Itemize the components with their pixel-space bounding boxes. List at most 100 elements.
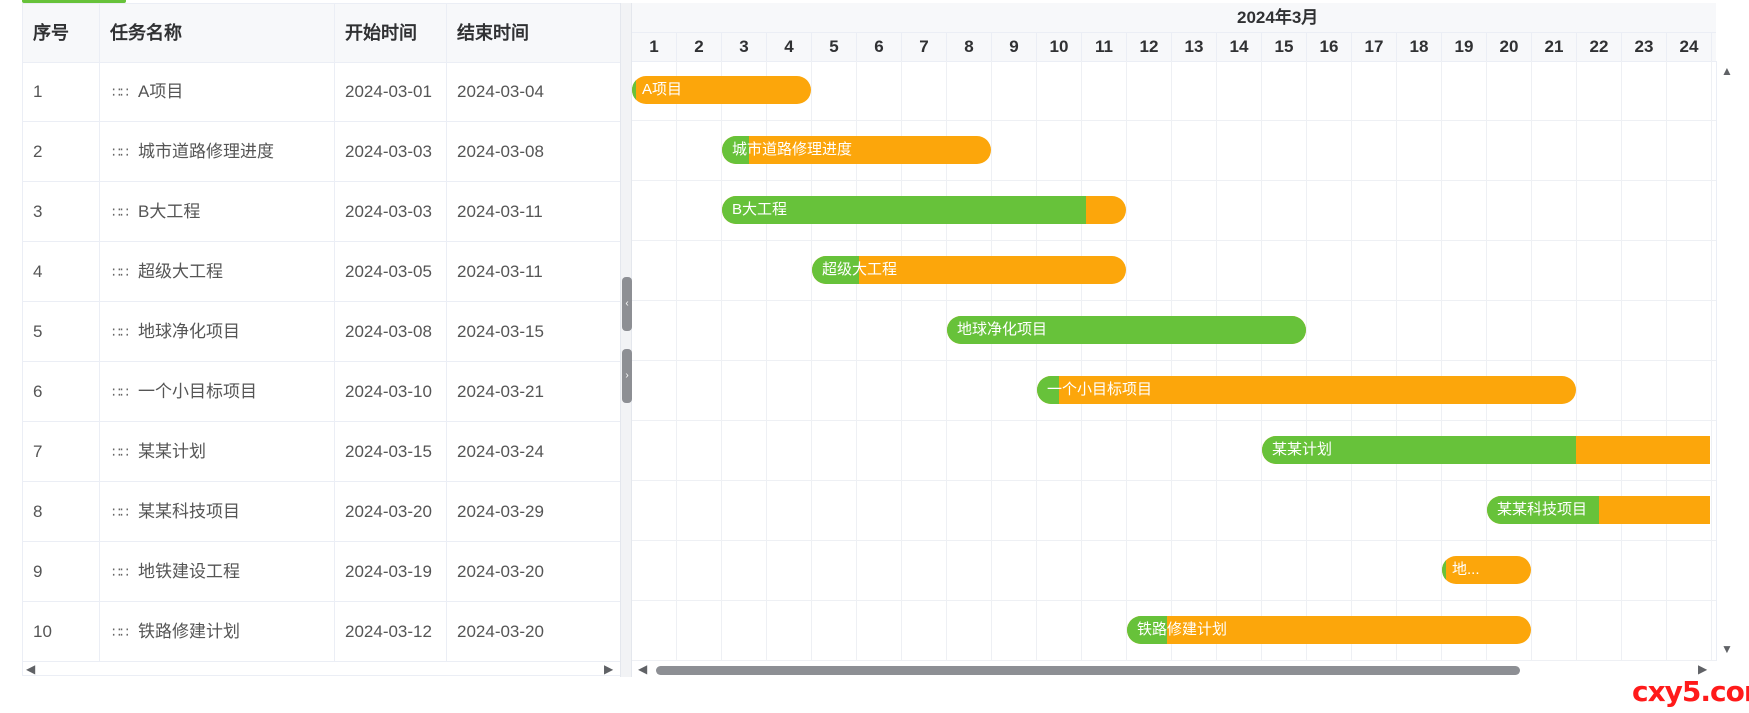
scroll-right-arrow-icon[interactable]: ▶: [604, 662, 614, 676]
row-end-time: 2024-03-24: [457, 442, 544, 461]
grid-column-line: [721, 61, 722, 661]
grid-column-line: [1441, 61, 1442, 661]
row-start-time: 2024-03-12: [335, 602, 447, 661]
gantt-chart: 2024年3月 1 2 3 4 5 6 7 8 9 10 11 12 13 14 15 16 17 18 19 20 2…: [632, 3, 1716, 677]
header-task-name[interactable]: 任务名称: [100, 4, 335, 62]
task-bar-label: A项目: [642, 81, 683, 98]
header-index[interactable]: 序号: [23, 4, 100, 62]
panel-splitter[interactable]: ‹ ›: [620, 3, 632, 677]
table-row[interactable]: 8 ∷∷ 某某科技项目 2024-03-20 2024-03-29: [23, 482, 621, 542]
grid-column-line: [1036, 61, 1037, 661]
task-bar[interactable]: 某某计划: [1262, 436, 1710, 464]
scroll-left-arrow-icon[interactable]: ◀: [26, 662, 36, 676]
drag-handle-icon[interactable]: ∷∷: [112, 84, 129, 100]
drag-handle-icon[interactable]: ∷∷: [112, 324, 129, 340]
drag-handle-icon[interactable]: ∷∷: [112, 504, 129, 520]
table-horizontal-scrollbar[interactable]: ◀ ▶: [22, 661, 620, 677]
scrollbar-thumb[interactable]: [656, 666, 1520, 675]
task-bar-progress: [1037, 376, 1059, 404]
task-bar[interactable]: 地...: [1442, 556, 1531, 584]
grid-row-line: [632, 360, 1716, 361]
row-task-name: ∷∷ 超级大工程: [100, 242, 335, 301]
row-start-time: 2024-03-05: [335, 242, 447, 301]
header-end-time[interactable]: 结束时间: [457, 23, 529, 43]
row-start-time: 2024-03-20: [335, 482, 447, 541]
header-start-time[interactable]: 开始时间: [335, 4, 447, 62]
drag-handle-icon[interactable]: ∷∷: [112, 264, 129, 280]
task-name-text: 地球净化项目: [138, 322, 240, 341]
table-row[interactable]: 5 ∷∷ 地球净化项目 2024-03-08 2024-03-15: [23, 302, 621, 362]
scroll-right-arrow-icon[interactable]: ▶: [1698, 662, 1708, 676]
row-start-time: 2024-03-03: [335, 182, 447, 241]
drag-handle-icon[interactable]: ∷∷: [112, 624, 129, 640]
drag-handle-icon[interactable]: ∷∷: [112, 564, 129, 580]
watermark-text: cxy5.com: [1632, 675, 1749, 708]
task-bar-label: 某某计划: [1272, 441, 1333, 458]
row-end-time: 2024-03-11: [457, 202, 543, 221]
drag-handle-icon[interactable]: ∷∷: [112, 204, 129, 220]
task-bar-progress: [947, 316, 1306, 344]
gantt-vertical-scrollbar[interactable]: ▲ ▼: [1716, 61, 1736, 661]
task-bar[interactable]: A项目: [632, 76, 811, 104]
table-row[interactable]: 6 ∷∷ 一个小目标项目 2024-03-10 2024-03-21: [23, 362, 621, 422]
row-end-time: 2024-03-15: [457, 322, 544, 341]
drag-handle-icon[interactable]: ∷∷: [112, 144, 129, 160]
task-bar-progress: [722, 136, 749, 164]
day-header-cell: 9: [992, 33, 1037, 61]
task-bar-label: 地...: [1452, 561, 1480, 578]
task-bar-label: 城市道路修理进度: [732, 141, 853, 158]
task-bar[interactable]: B大工程: [722, 196, 1126, 224]
row-end-time: 2024-03-20: [457, 562, 544, 581]
scroll-left-arrow-icon[interactable]: ◀: [638, 662, 648, 676]
scroll-down-arrow-icon[interactable]: ▼: [1721, 642, 1733, 656]
day-header-cell: 5: [812, 33, 857, 61]
grid-row-line: [632, 240, 1716, 241]
table-row[interactable]: 1 ∷∷ A项目 2024-03-01 2024-03-04: [23, 62, 621, 122]
grid-row-line: [632, 180, 1716, 181]
grid-column-line: [1081, 61, 1082, 661]
table-row[interactable]: 9 ∷∷ 地铁建设工程 2024-03-19 2024-03-20: [23, 542, 621, 602]
gantt-horizontal-scrollbar[interactable]: ◀ ▶: [632, 661, 1716, 677]
grid-column-line: [1576, 61, 1577, 661]
row-index: 8: [23, 482, 100, 541]
task-bar[interactable]: 超级大工程: [812, 256, 1126, 284]
chevron-right-icon[interactable]: ›: [622, 349, 632, 403]
day-header-cell: 14: [1217, 33, 1262, 61]
table-row[interactable]: 7 ∷∷ 某某计划 2024-03-15 2024-03-24: [23, 422, 621, 482]
table-row[interactable]: 10 ∷∷ 铁路修建计划 2024-03-12 2024-03-20: [23, 602, 621, 662]
table-row[interactable]: 4 ∷∷ 超级大工程 2024-03-05 2024-03-11: [23, 242, 621, 302]
task-bar-label: 某某科技项目: [1497, 501, 1588, 518]
day-header-cell: 19: [1442, 33, 1487, 61]
day-header-cell: 13: [1172, 33, 1217, 61]
task-bar[interactable]: 某某科技项目: [1487, 496, 1710, 524]
table-row[interactable]: 2 ∷∷ 城市道路修理进度 2024-03-03 2024-03-08: [23, 122, 621, 182]
table-header: 序号 任务名称 开始时间 结束时间: [23, 4, 621, 63]
task-name-text: A项目: [138, 82, 184, 101]
task-bar-progress: [1262, 436, 1576, 464]
grid-column-line: [856, 61, 857, 661]
row-task-name: ∷∷ 城市道路修理进度: [100, 122, 335, 181]
scroll-up-arrow-icon[interactable]: ▲: [1721, 64, 1733, 78]
task-bar[interactable]: 一个小目标项目: [1037, 376, 1576, 404]
task-bar-progress: [722, 196, 1086, 224]
row-task-name: ∷∷ 地球净化项目: [100, 302, 335, 361]
gantt-body: A项目城市道路修理进度 B大工程超级大工程地球净化项目一个小目标项目某某计划某某科…: [632, 61, 1716, 661]
row-task-name: ∷∷ A项目: [100, 62, 335, 121]
drag-handle-icon[interactable]: ∷∷: [112, 444, 129, 460]
task-bar[interactable]: 地球净化项目: [947, 316, 1306, 344]
task-bar[interactable]: 城市道路修理进度: [722, 136, 991, 164]
chevron-left-icon[interactable]: ‹: [622, 277, 632, 331]
table-row[interactable]: 3 ∷∷ B大工程 2024-03-03 2024-03-11: [23, 182, 621, 242]
task-bar-label: 铁路修建计划: [1137, 621, 1228, 638]
day-header-cell: 7: [902, 33, 947, 61]
task-bar[interactable]: 铁路修建计划: [1127, 616, 1531, 644]
task-name-text: 某某科技项目: [138, 502, 240, 521]
drag-handle-icon[interactable]: ∷∷: [112, 384, 129, 400]
row-end-time: 2024-03-21: [457, 382, 544, 401]
day-header-cell: 10: [1037, 33, 1082, 61]
grid-column-line: [1621, 61, 1622, 661]
row-index: 1: [23, 62, 100, 121]
row-end-time: 2024-03-08: [457, 142, 544, 161]
row-index: 2: [23, 122, 100, 181]
